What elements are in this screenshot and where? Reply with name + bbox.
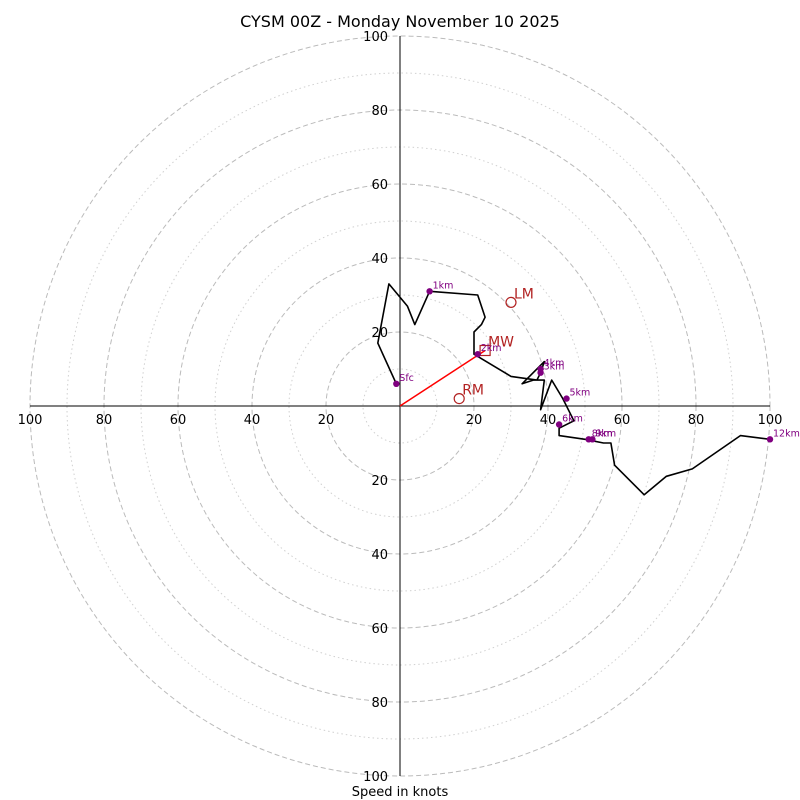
tick-label-bottom-100: 100: [363, 770, 388, 785]
x-axis-label: Speed in knots: [352, 785, 449, 800]
tick-label-right-20: 20: [466, 413, 483, 428]
hodograph-line: [376, 283, 771, 496]
height-label-5km: 5km: [570, 388, 591, 399]
height-label-3km: 3km: [544, 362, 565, 373]
tick-labels: 100 80 60 40 20 20 40 60 80 100100806040202040608…: [18, 30, 783, 785]
tick-label-top-60: 60: [371, 178, 388, 193]
tick-label-bottom-60: 60: [371, 622, 388, 637]
height-marker-5km: [563, 395, 570, 402]
tick-label-right-60: 60: [614, 413, 631, 428]
tick-label-top-100: 100: [363, 30, 388, 45]
chart-title: CYSM 00Z - Monday November 10 2025: [240, 12, 560, 31]
tick-label-bottom-80: 80: [371, 696, 388, 711]
storm-motion-markers: MW LM RM: [399, 286, 534, 407]
height-label-12km: 12km: [773, 428, 800, 439]
tick-label-right-40: 40: [540, 413, 557, 428]
tick-label-left-80: 80: [96, 413, 113, 428]
tick-label-top-80: 80: [371, 104, 388, 119]
left-mover-marker: [505, 296, 517, 308]
tick-label-left-100: 100: [18, 413, 43, 428]
tick-label-left-40: 40: [244, 413, 261, 428]
height-label-1km: 1km: [433, 280, 454, 291]
height-label-sfc: Sfc: [399, 373, 414, 384]
tick-label-left-20: 20: [318, 413, 335, 428]
mean-wind-label: MW: [488, 335, 514, 351]
mean-wind-vector: [399, 349, 486, 407]
mean-wind-marker: [479, 344, 491, 357]
tick-label-right-80: 80: [688, 413, 705, 428]
hodograph-trace: [376, 283, 771, 496]
height-marker-2km: [474, 351, 481, 358]
height-label-9km: 9km: [595, 428, 616, 439]
right-mover-label: RM: [462, 383, 484, 399]
tick-label-top-40: 40: [371, 252, 388, 267]
tick-label-bottom-20: 20: [371, 474, 388, 489]
tick-label-bottom-40: 40: [371, 548, 388, 563]
height-marker-12km: [766, 436, 774, 443]
height-label-8km: 8km: [592, 428, 613, 439]
height-label-4km: 4km: [544, 358, 565, 369]
height-marker-6km: [555, 421, 563, 428]
height-marker-9km: [589, 436, 596, 443]
tick-label-right-100: 100: [758, 413, 783, 428]
right-mover-marker: [453, 393, 465, 405]
height-marker-4km: [537, 365, 544, 373]
height-marker-1km: [426, 288, 433, 295]
left-mover-label: LM: [514, 286, 534, 302]
height-marker-sfc: [393, 380, 400, 387]
tick-label-left-60: 60: [170, 413, 187, 428]
height-label-6km: 6km: [562, 414, 583, 425]
height-label-2km: 2km: [481, 343, 502, 354]
